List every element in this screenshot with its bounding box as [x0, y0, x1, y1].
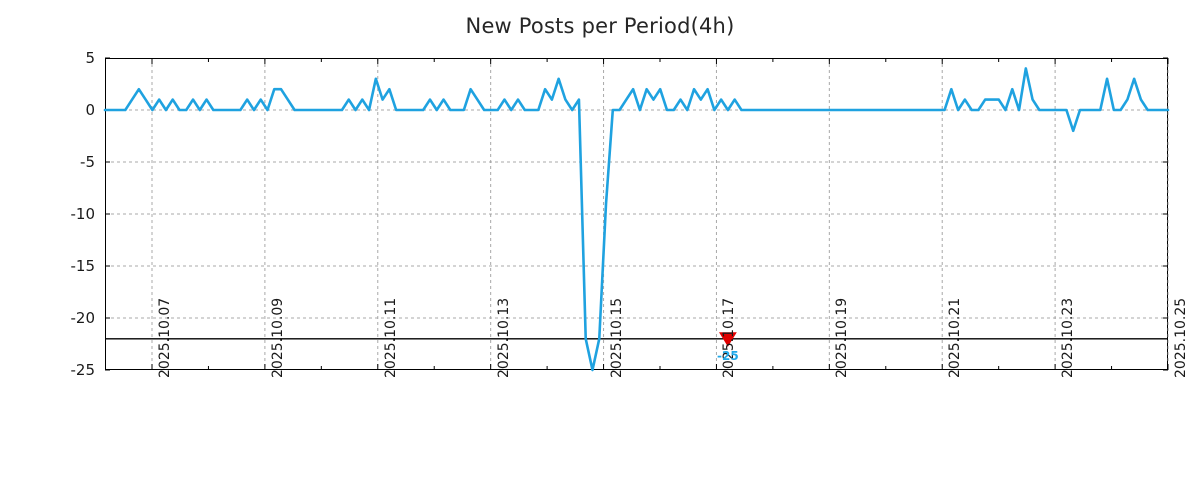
x-tick-label: 2025.10.11 — [382, 297, 399, 378]
x-tick-label: 2025.10.25 — [1173, 297, 1189, 378]
y-tick-label: -15 — [70, 257, 96, 275]
x-tick-label: 2025.10.19 — [834, 297, 851, 378]
chart-title: New Posts per Period(4h) — [465, 14, 735, 38]
data-series-line — [103, 67, 1170, 372]
x-tick-label: 2025.10.15 — [608, 297, 625, 378]
minimum-annotation-label: -25 — [717, 348, 739, 363]
plot-area — [105, 58, 1168, 370]
x-tick-label: 2025.10.17 — [721, 297, 738, 378]
y-tick-label: -20 — [70, 309, 96, 327]
y-tick-label: -5 — [80, 153, 95, 171]
x-tick-label: 2025.10.13 — [495, 297, 512, 378]
minimum-triangle-down-marker — [719, 332, 737, 347]
x-tick-label: 2025.10.07 — [157, 297, 173, 378]
x-tick-label: 2025.10.21 — [947, 297, 964, 378]
x-tick-label: 2025.10.23 — [1060, 297, 1077, 378]
y-tick-label: 5 — [85, 49, 95, 67]
y-tick-label: 0 — [85, 101, 95, 119]
y-tick-label: -25 — [70, 361, 96, 379]
y-tick-label: -10 — [70, 205, 96, 223]
tick-marks — [105, 57, 1169, 371]
x-tick-label: 2025.10.09 — [269, 297, 286, 378]
